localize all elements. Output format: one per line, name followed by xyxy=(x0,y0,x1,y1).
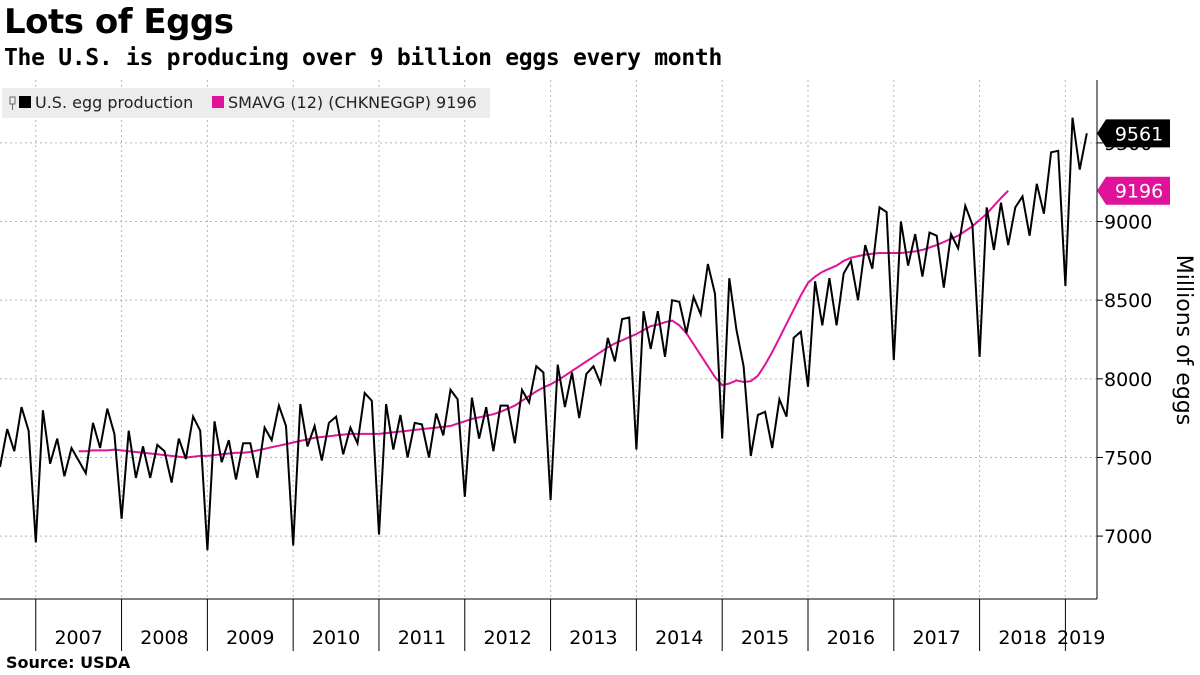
x-tick-label: 2018 xyxy=(998,627,1046,649)
chart-title: Lots of Eggs xyxy=(4,2,234,42)
legend-label-smavg: SMAVG (12) (CHKNEGGP) 9196 xyxy=(228,93,477,112)
x-tick-label: 2007 xyxy=(54,627,102,649)
last-value-badge: 9196 xyxy=(1097,176,1170,205)
legend-background xyxy=(2,88,490,118)
x-tick-label: 2017 xyxy=(913,627,961,649)
x-tick-label: 2010 xyxy=(312,627,360,649)
x-tick-label: 2011 xyxy=(398,627,446,649)
series-line-egg-production xyxy=(0,117,1088,551)
x-tick-label: 2016 xyxy=(827,627,875,649)
source-note: Source: USDA xyxy=(6,653,131,672)
badge-shape xyxy=(1097,176,1170,205)
x-tick-label: 2015 xyxy=(741,627,789,649)
legend-entry-egg-production: U.S. egg production xyxy=(9,93,193,112)
badge-value: 9561 xyxy=(1115,123,1163,145)
series-layer xyxy=(0,117,1088,551)
series-line-smavg xyxy=(78,189,1009,459)
y-axis-label: Millions of eggs xyxy=(1171,255,1196,425)
legend-label-egg-production: U.S. egg production xyxy=(35,93,193,112)
badge-shape xyxy=(1097,119,1170,148)
last-value-badge: 9561 xyxy=(1097,119,1170,148)
x-tick-label: 2013 xyxy=(569,627,617,649)
chart-subtitle: The U.S. is producing over 9 billion egg… xyxy=(4,45,723,71)
x-tick-label: 2008 xyxy=(140,627,188,649)
x-tick-label: 2009 xyxy=(226,627,274,649)
x-tick-label: 2019 xyxy=(1057,627,1105,649)
y-tick-label: 8500 xyxy=(1104,290,1152,312)
y-tick-label: 8000 xyxy=(1104,369,1152,391)
y-tick-label: 7000 xyxy=(1104,526,1152,548)
axis-layer: 7000750080008500900095002007200820092010… xyxy=(0,80,1152,651)
legend-swatch-smavg xyxy=(212,96,224,108)
legend-entry-smavg: SMAVG (12) (CHKNEGGP) 9196 xyxy=(212,93,477,112)
legend: U.S. egg production SMAVG (12) (CHKNEGGP… xyxy=(2,88,490,118)
grid-layer xyxy=(0,80,1097,599)
badge-value: 9196 xyxy=(1115,181,1163,203)
x-tick-label: 2012 xyxy=(483,627,531,649)
x-tick-label: 2014 xyxy=(655,627,703,649)
y-tick-label: 9000 xyxy=(1104,212,1152,234)
y-tick-label: 7500 xyxy=(1104,447,1152,469)
legend-swatch-egg-production xyxy=(19,96,31,108)
badge-layer: 9561 9196 xyxy=(1097,119,1170,205)
